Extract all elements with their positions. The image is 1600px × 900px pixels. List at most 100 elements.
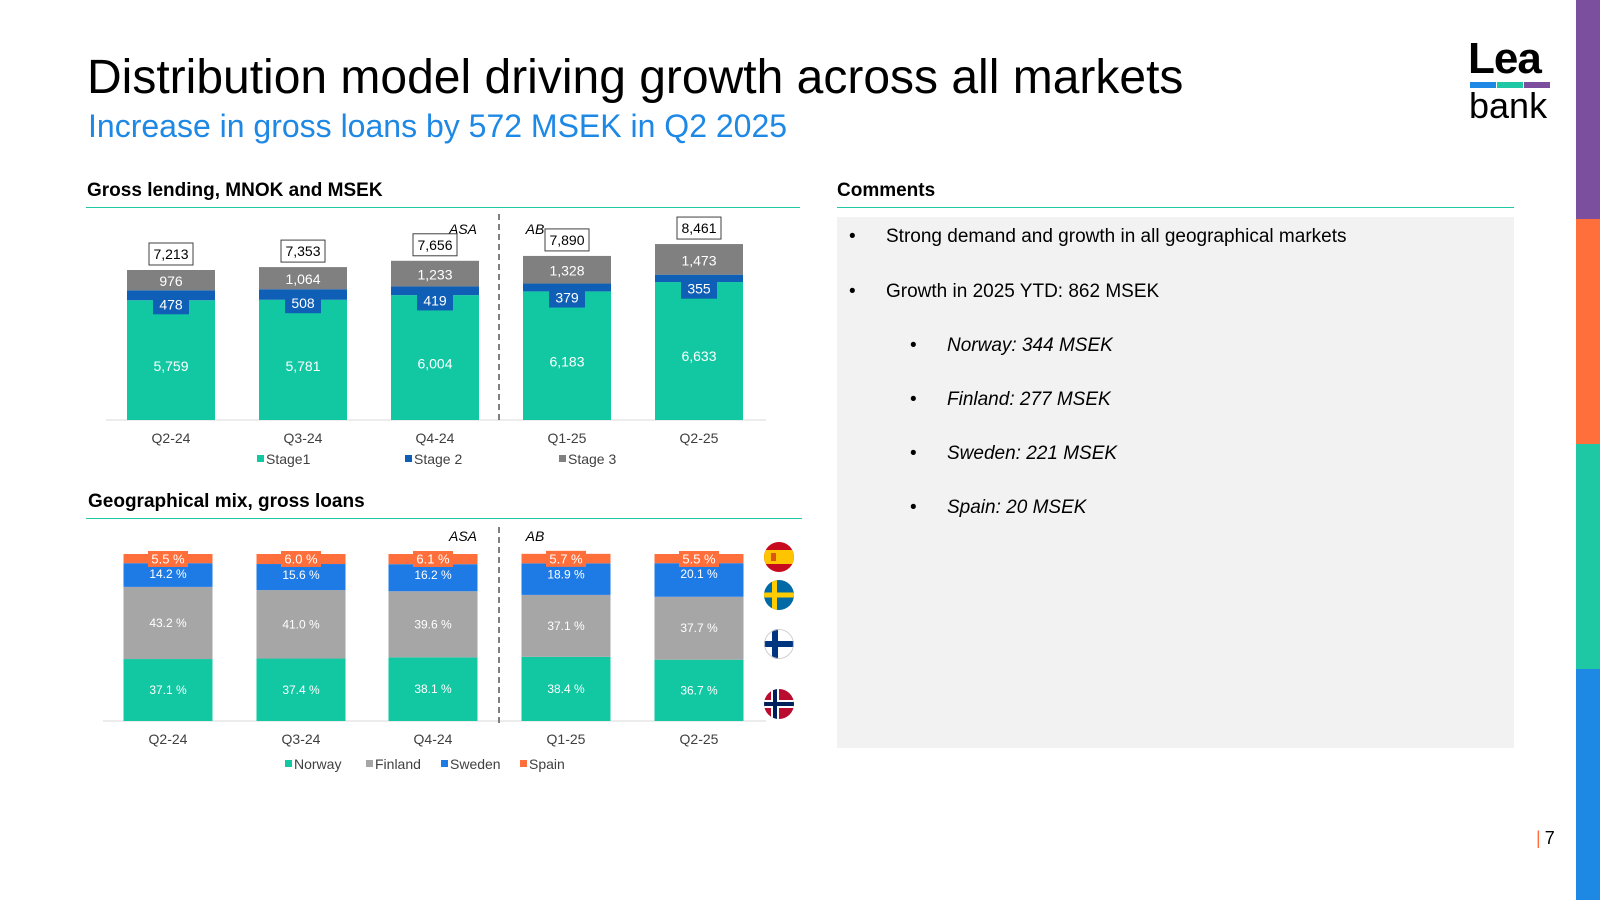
data-label: 6,183 bbox=[549, 353, 584, 369]
label-box bbox=[281, 551, 321, 567]
logo-top-text: Lea bbox=[1468, 34, 1542, 83]
data-label: 37.1 % bbox=[547, 619, 585, 633]
label-box bbox=[413, 551, 453, 567]
stripe-orange bbox=[1576, 219, 1600, 444]
bar-sweden bbox=[654, 563, 744, 597]
page-subtitle: Increase in gross loans by 572 MSEK in Q… bbox=[88, 108, 788, 144]
legend-label: Stage 2 bbox=[414, 451, 462, 467]
data-label: 37.7 % bbox=[680, 621, 718, 635]
page-separator: | bbox=[1536, 828, 1541, 848]
data-label: 1,233 bbox=[417, 267, 452, 283]
sweden-flag-icon bbox=[764, 580, 794, 610]
label-box bbox=[153, 294, 189, 315]
total-label: 7,213 bbox=[153, 246, 188, 262]
bar-stage-3 bbox=[127, 270, 215, 291]
bar-sweden bbox=[388, 564, 478, 592]
logo-bar-teal bbox=[1497, 82, 1523, 88]
comments-title: Comments bbox=[837, 180, 936, 201]
page-title: Distribution model driving growth across… bbox=[87, 51, 1184, 104]
label-box bbox=[417, 290, 453, 311]
bar-stage1 bbox=[523, 291, 611, 420]
total-label: 7,890 bbox=[549, 232, 584, 248]
bullet-marker: • bbox=[910, 497, 917, 518]
data-label: 1,064 bbox=[285, 271, 320, 287]
geographical-mix-rule bbox=[86, 518, 802, 519]
data-label: 36.7 % bbox=[680, 683, 718, 697]
bar-finland bbox=[521, 594, 611, 657]
x-tick-label: Q1-25 bbox=[547, 731, 586, 747]
data-label: 15.6 % bbox=[282, 568, 320, 582]
label-box bbox=[546, 550, 586, 567]
comment-subitem: Sweden: 221 MSEK bbox=[947, 443, 1118, 464]
gross-lending-rule bbox=[86, 207, 800, 208]
lea-bank-logo: Lea bank bbox=[1468, 36, 1552, 126]
logo-bottom-text: bank bbox=[1469, 85, 1548, 126]
page-number-value: 7 bbox=[1544, 828, 1555, 848]
data-label: 1,328 bbox=[549, 263, 584, 279]
data-label: 5.5 % bbox=[682, 552, 716, 567]
divider-label-asa: ASA bbox=[448, 221, 477, 237]
data-label: 5.7 % bbox=[549, 551, 583, 566]
bar-norway bbox=[388, 657, 478, 721]
legend-label: Finland bbox=[375, 756, 421, 772]
data-label: 5,759 bbox=[153, 358, 188, 374]
data-label: 419 bbox=[423, 292, 447, 308]
data-label: 39.6 % bbox=[414, 617, 452, 631]
data-label: 6.1 % bbox=[416, 552, 450, 567]
bar-finland bbox=[256, 590, 346, 659]
comments-panel bbox=[837, 217, 1514, 748]
bar-stage1 bbox=[127, 300, 215, 420]
data-label: 478 bbox=[159, 296, 183, 312]
legend-label: Norway bbox=[294, 756, 341, 772]
divider-label-ab: AB bbox=[525, 221, 545, 237]
bar-stage-2 bbox=[523, 283, 611, 292]
legend-swatch bbox=[257, 455, 264, 462]
bullet-marker: • bbox=[910, 389, 917, 410]
total-label: 7,353 bbox=[285, 243, 320, 259]
total-box bbox=[148, 242, 194, 266]
legend-label: Spain bbox=[529, 756, 565, 772]
bar-norway bbox=[521, 656, 611, 721]
x-tick-label: Q2-24 bbox=[149, 731, 188, 747]
data-label: 6,633 bbox=[681, 348, 716, 364]
data-label: 5.5 % bbox=[151, 552, 185, 567]
bullet-marker: • bbox=[910, 335, 917, 356]
label-box bbox=[285, 293, 321, 314]
bullet-marker: • bbox=[849, 281, 856, 302]
spain-flag-icon bbox=[764, 542, 794, 572]
x-tick-label: Q4-24 bbox=[414, 731, 453, 747]
x-tick-label: Q2-25 bbox=[680, 430, 719, 446]
bar-stage1 bbox=[655, 282, 743, 420]
legend-swatch bbox=[285, 760, 292, 767]
bar-stage-3 bbox=[523, 255, 611, 284]
label-box bbox=[681, 278, 717, 299]
bar-finland bbox=[388, 591, 478, 658]
page-number: | 7 bbox=[1536, 828, 1555, 849]
comment-subitem: Spain: 20 MSEK bbox=[947, 497, 1087, 518]
x-tick-label: Q1-25 bbox=[548, 430, 587, 446]
data-label: 355 bbox=[687, 281, 711, 297]
legend-swatch bbox=[520, 760, 527, 767]
data-label: 18.9 % bbox=[547, 567, 585, 581]
data-label: 379 bbox=[555, 290, 579, 306]
x-tick-label: Q2-24 bbox=[152, 430, 191, 446]
logo-bar-blue bbox=[1470, 82, 1496, 88]
bullet-marker: • bbox=[910, 443, 917, 464]
legend-label: Sweden bbox=[450, 756, 501, 772]
data-label: 14.2 % bbox=[149, 567, 187, 581]
label-box bbox=[679, 551, 719, 567]
bar-stage-3 bbox=[391, 260, 479, 287]
data-label: 1,473 bbox=[681, 252, 716, 268]
bar-norway bbox=[256, 658, 346, 721]
data-label: 976 bbox=[159, 273, 183, 289]
data-label: 43.2 % bbox=[149, 616, 187, 630]
bar-stage-3 bbox=[259, 267, 347, 290]
total-label: 8,461 bbox=[681, 220, 716, 236]
total-box bbox=[544, 228, 590, 252]
bar-finland bbox=[123, 586, 213, 660]
total-box bbox=[676, 216, 722, 240]
gross-lending-chart: ASA AB 5,759 478 976 7,213 Q2-24 5,781 508 1,064 7… bbox=[106, 214, 766, 467]
data-label: 6,004 bbox=[417, 355, 452, 371]
comment-subitem: Finland: 277 MSEK bbox=[947, 389, 1111, 410]
